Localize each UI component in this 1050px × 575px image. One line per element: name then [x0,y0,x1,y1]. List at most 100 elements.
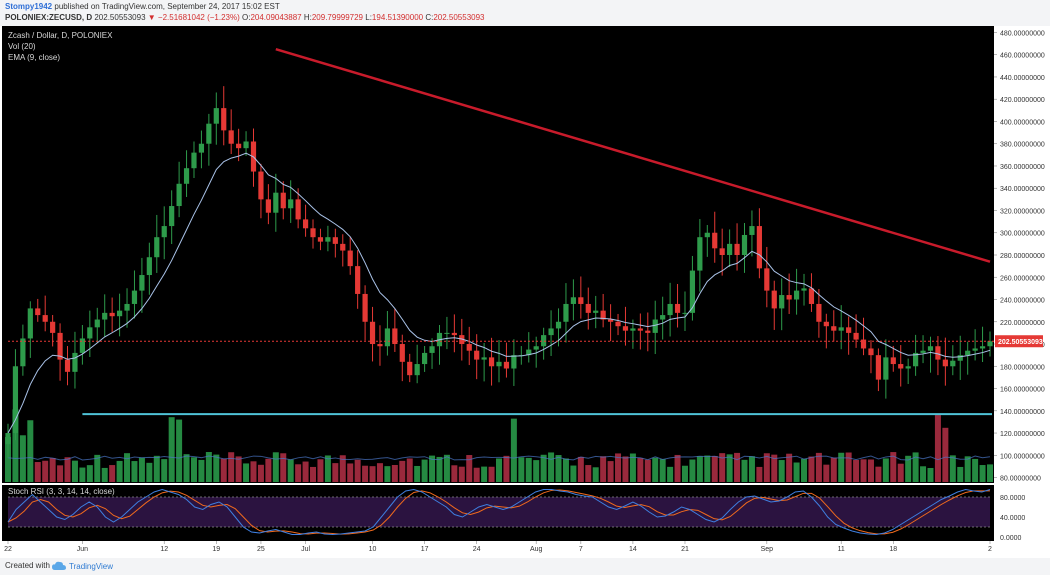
time-tick-label: Sep [761,546,774,553]
trendline [275,47,991,263]
candle-body [801,288,807,291]
volume-bar [801,458,808,482]
volume-bar [213,454,220,482]
volume-bar [183,454,190,482]
author-link[interactable]: Stompy1942 [5,2,53,11]
stoch-tick-label: 80.0000 [1000,495,1025,502]
volume-bar [600,456,607,482]
volume-bar [957,466,964,482]
candle-body [102,312,108,320]
price-pane [2,26,994,483]
volume-bar [406,458,413,482]
legend-title: Zcash / Dollar, D, POLONIEX [8,31,113,40]
header-info: Stompy1942 published on TradingView.com,… [0,0,1050,26]
candle-body [243,141,249,149]
time-tick-label: 21 [681,546,689,553]
candle-body [913,352,919,367]
candle-body [392,328,398,345]
candle-body [206,123,212,144]
candle-body [35,308,41,316]
candle-body [838,327,844,331]
candle-body [377,344,383,347]
time-tick-label: 17 [421,546,429,553]
candle-body [280,192,286,209]
volume-bar [860,459,867,482]
volume-bar [778,460,785,482]
candle-body [823,321,829,327]
volume-bar [793,462,800,482]
price-tick-label: 240.00000000 [1000,298,1045,305]
stoch-tick-label: 40.0000 [1000,515,1025,522]
candle-body [674,303,681,313]
volume-bar [756,466,763,482]
volume-bar [280,453,287,482]
candle-body [444,332,450,334]
time-tick-label: 12 [160,546,168,553]
price-tick-label: 320.00000000 [1000,208,1045,215]
candle-body [630,328,636,331]
volume-bar [488,466,495,482]
low-value: 194.51390000 [371,13,424,22]
volume-bar [146,462,153,482]
volume-bar [86,465,93,482]
candle-body [719,248,725,255]
volume-bar [272,452,279,482]
candle-body [727,243,733,255]
candle-body [652,319,658,333]
candle-body [198,143,205,153]
volume-bar [875,466,882,482]
candle-body [474,350,480,360]
price-tick-label: 100.00000000 [1000,453,1045,460]
candle-body [295,199,301,220]
volume-bar [867,459,874,482]
volume-bar [5,437,11,482]
volume-bar [42,460,49,482]
price-tick-label: 380.00000000 [1000,142,1045,149]
candle-body [355,266,361,294]
stoch-band [8,497,990,527]
time-tick-label: 7 [579,546,583,553]
candle-body [645,330,651,333]
time-tick-label: 18 [889,546,897,553]
volume-bar [681,465,688,482]
volume-bar [845,452,852,482]
candle-body [779,295,785,309]
stoch-layer [7,488,991,536]
volume-bar [786,453,793,482]
candle-body [965,350,971,356]
candle-body [764,268,770,291]
volume-bar [205,452,212,482]
volume-bar [339,455,346,482]
candle-body [221,108,227,131]
candle-body [555,321,562,329]
volume-bar [235,456,242,482]
volume-bar [153,455,160,482]
price-tick-label: 340.00000000 [1000,186,1045,193]
volume-bar [302,461,309,482]
volume-bar [585,465,592,482]
volume-bar [176,419,183,482]
candle-body [667,303,673,316]
volume-bar [49,457,56,482]
volume-bar [808,456,815,482]
volume-bar [734,452,741,482]
candle-body [131,290,138,304]
candle-body [593,310,599,313]
candle-body [325,237,331,242]
close-value: 202.50553093 [433,13,485,22]
candle-body [704,232,710,238]
candle-body [488,357,495,367]
volume-bar [443,454,450,482]
footer-bar: Created with TradingView [0,558,1050,575]
candle-body [697,237,703,271]
tradingview-link[interactable]: TradingView [52,559,113,573]
candle-body [935,346,941,360]
volume-bar [562,458,569,482]
volume-bar [674,454,681,482]
price-tick-label: 420.00000000 [1000,97,1045,104]
candle-body [890,357,896,365]
volume-bar [525,457,532,482]
candle-body [548,328,554,336]
price-tick-label: 220.00000000 [1000,320,1045,327]
